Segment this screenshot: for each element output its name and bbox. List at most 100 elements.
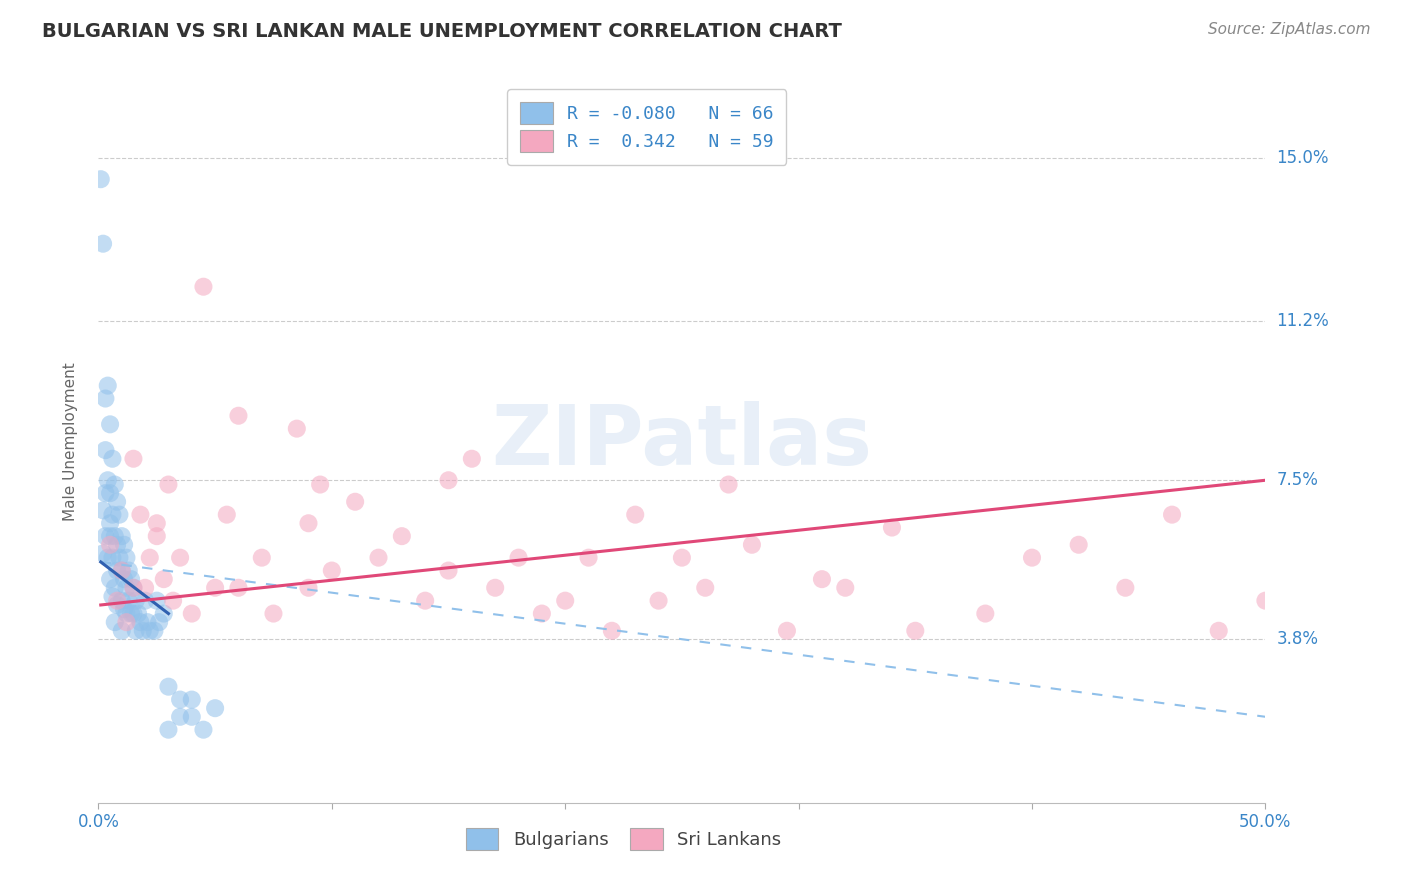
Point bbox=[115, 581, 138, 595]
Point bbox=[104, 615, 127, 630]
Point bbox=[391, 529, 413, 543]
Point bbox=[811, 572, 834, 586]
Point bbox=[717, 477, 740, 491]
Point bbox=[484, 581, 506, 595]
Point bbox=[111, 529, 134, 543]
Point bbox=[180, 710, 202, 724]
Point bbox=[578, 550, 600, 565]
Point bbox=[413, 593, 436, 607]
Point bbox=[530, 607, 553, 621]
Text: BULGARIAN VS SRI LANKAN MALE UNEMPLOYMENT CORRELATION CHART: BULGARIAN VS SRI LANKAN MALE UNEMPLOYMEN… bbox=[42, 22, 842, 41]
Point bbox=[600, 624, 623, 638]
Point bbox=[91, 236, 114, 251]
Point bbox=[169, 710, 191, 724]
Point bbox=[101, 451, 124, 466]
Point bbox=[180, 607, 202, 621]
Point bbox=[98, 538, 121, 552]
Point bbox=[104, 581, 127, 595]
Point bbox=[91, 503, 114, 517]
Point bbox=[1021, 550, 1043, 565]
Text: 3.8%: 3.8% bbox=[1277, 631, 1319, 648]
Point bbox=[105, 564, 128, 578]
Point bbox=[974, 607, 997, 621]
Point bbox=[162, 593, 184, 607]
Point bbox=[152, 572, 174, 586]
Point bbox=[180, 692, 202, 706]
Point bbox=[112, 602, 135, 616]
Point bbox=[204, 701, 226, 715]
Point bbox=[508, 550, 530, 565]
Point bbox=[118, 564, 141, 578]
Point bbox=[105, 494, 128, 508]
Point bbox=[129, 508, 152, 522]
Text: 15.0%: 15.0% bbox=[1277, 149, 1329, 167]
Point bbox=[97, 473, 120, 487]
Point bbox=[101, 508, 124, 522]
Point bbox=[104, 529, 127, 543]
Point bbox=[834, 581, 856, 595]
Point bbox=[111, 624, 134, 638]
Point bbox=[1067, 538, 1090, 552]
Point bbox=[104, 477, 127, 491]
Point bbox=[118, 593, 141, 607]
Point bbox=[105, 598, 128, 612]
Point bbox=[437, 564, 460, 578]
Point bbox=[157, 680, 180, 694]
Point bbox=[1114, 581, 1136, 595]
Point bbox=[122, 451, 145, 466]
Point bbox=[101, 550, 124, 565]
Point bbox=[98, 486, 121, 500]
Text: 7.5%: 7.5% bbox=[1277, 471, 1319, 489]
Point bbox=[776, 624, 799, 638]
Point bbox=[98, 417, 121, 432]
Point bbox=[125, 624, 148, 638]
Point bbox=[97, 378, 120, 392]
Point bbox=[94, 443, 117, 458]
Point bbox=[228, 581, 250, 595]
Point bbox=[108, 550, 131, 565]
Point bbox=[122, 581, 145, 595]
Text: 11.2%: 11.2% bbox=[1277, 312, 1329, 330]
Point bbox=[101, 590, 124, 604]
Point bbox=[111, 564, 134, 578]
Point bbox=[297, 581, 319, 595]
Point bbox=[193, 279, 215, 293]
Point bbox=[695, 581, 717, 595]
Point bbox=[132, 624, 155, 638]
Point bbox=[134, 593, 156, 607]
Point bbox=[91, 546, 114, 560]
Text: ZIPatlas: ZIPatlas bbox=[492, 401, 872, 482]
Point bbox=[125, 593, 148, 607]
Point bbox=[94, 392, 117, 406]
Point bbox=[1161, 508, 1184, 522]
Point bbox=[94, 486, 117, 500]
Point bbox=[228, 409, 250, 423]
Point bbox=[98, 572, 121, 586]
Y-axis label: Male Unemployment: Male Unemployment bbox=[63, 362, 77, 521]
Point bbox=[122, 581, 145, 595]
Point bbox=[157, 477, 180, 491]
Point bbox=[647, 593, 669, 607]
Legend: Bulgarians, Sri Lankans: Bulgarians, Sri Lankans bbox=[457, 819, 790, 859]
Point bbox=[146, 529, 169, 543]
Point bbox=[671, 550, 693, 565]
Point bbox=[344, 494, 367, 508]
Point bbox=[143, 624, 166, 638]
Text: Source: ZipAtlas.com: Source: ZipAtlas.com bbox=[1208, 22, 1371, 37]
Point bbox=[90, 172, 112, 186]
Point bbox=[136, 615, 159, 630]
Point bbox=[94, 529, 117, 543]
Point bbox=[169, 550, 191, 565]
Point bbox=[98, 529, 121, 543]
Point bbox=[146, 593, 169, 607]
Point bbox=[139, 624, 162, 638]
Point bbox=[1254, 593, 1277, 607]
Point bbox=[139, 550, 162, 565]
Point bbox=[461, 451, 484, 466]
Point bbox=[262, 607, 284, 621]
Point bbox=[129, 615, 152, 630]
Point bbox=[204, 581, 226, 595]
Point bbox=[297, 516, 319, 531]
Point bbox=[437, 473, 460, 487]
Point bbox=[112, 538, 135, 552]
